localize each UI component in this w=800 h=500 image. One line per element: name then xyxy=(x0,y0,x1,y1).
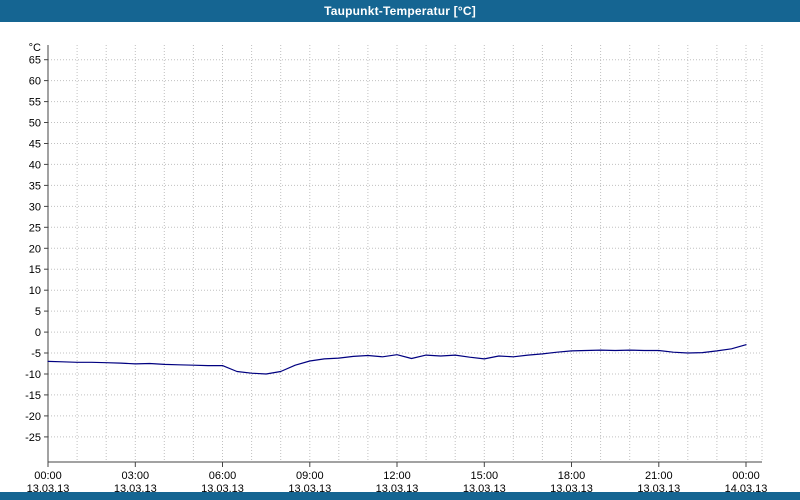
title-bar: Taupunkt-Temperatur [°C] xyxy=(0,0,800,22)
dewpoint-series-line xyxy=(47,344,747,375)
svg-text:03:00: 03:00 xyxy=(122,470,150,482)
axes xyxy=(47,45,762,463)
chart-title: Taupunkt-Temperatur [°C] xyxy=(324,4,476,18)
svg-text:-20: -20 xyxy=(25,411,41,423)
svg-text:30: 30 xyxy=(29,201,41,213)
svg-text:-15: -15 xyxy=(25,390,41,402)
svg-text:0: 0 xyxy=(35,327,41,339)
svg-text:65: 65 xyxy=(29,55,41,67)
svg-text:18:00: 18:00 xyxy=(558,470,586,482)
svg-text:13.03.13: 13.03.13 xyxy=(463,483,506,492)
y-axis-unit-label: °C xyxy=(29,42,41,54)
svg-text:15:00: 15:00 xyxy=(471,470,499,482)
svg-text:-25: -25 xyxy=(25,432,41,444)
svg-text:13.03.13: 13.03.13 xyxy=(550,483,593,492)
svg-text:55: 55 xyxy=(29,97,41,109)
svg-text:25: 25 xyxy=(29,222,41,234)
tick-marks xyxy=(44,59,747,467)
svg-text:00:00: 00:00 xyxy=(732,470,760,482)
svg-text:40: 40 xyxy=(29,159,41,171)
svg-text:14.03.13: 14.03.13 xyxy=(725,483,768,492)
svg-text:12:00: 12:00 xyxy=(383,470,411,482)
svg-text:21:00: 21:00 xyxy=(645,470,673,482)
svg-text:20: 20 xyxy=(29,243,41,255)
svg-text:13.03.13: 13.03.13 xyxy=(637,483,680,492)
dewpoint-temperature-chart: -25 -20 -15 -10 -5 0 5 10 15 20 25 30 35 40 45 50 55 60 65… xyxy=(25,42,768,495)
svg-text:13.03.13: 13.03.13 xyxy=(201,483,244,492)
svg-text:10: 10 xyxy=(29,285,41,297)
footer-bar xyxy=(0,492,800,500)
gridlines xyxy=(47,45,763,462)
svg-text:13.03.13: 13.03.13 xyxy=(114,483,157,492)
x-axis-labels: 00:0013.03.1303:0013.03.1306:0013.03.130… xyxy=(27,470,768,495)
svg-text:45: 45 xyxy=(29,139,41,151)
svg-text:09:00: 09:00 xyxy=(296,470,324,482)
chart-area: -25 -20 -15 -10 -5 0 5 10 15 20 25 30 35 40 45 50 55 60 65… xyxy=(0,22,800,495)
svg-text:35: 35 xyxy=(29,180,41,192)
svg-text:00:00: 00:00 xyxy=(34,470,62,482)
svg-text:5: 5 xyxy=(35,306,41,318)
svg-text:-5: -5 xyxy=(31,348,41,360)
svg-text:-10: -10 xyxy=(25,369,41,381)
svg-text:15: 15 xyxy=(29,264,41,276)
y-axis-labels: -25 -20 -15 -10 -5 0 5 10 15 20 25 30 35 40 45 50 55 60 65 xyxy=(25,55,41,444)
svg-text:13.03.13: 13.03.13 xyxy=(27,483,70,492)
svg-text:06:00: 06:00 xyxy=(209,470,237,482)
svg-text:60: 60 xyxy=(29,76,41,88)
svg-text:13.03.13: 13.03.13 xyxy=(376,483,419,492)
svg-text:50: 50 xyxy=(29,118,41,130)
svg-text:13.03.13: 13.03.13 xyxy=(288,483,331,492)
